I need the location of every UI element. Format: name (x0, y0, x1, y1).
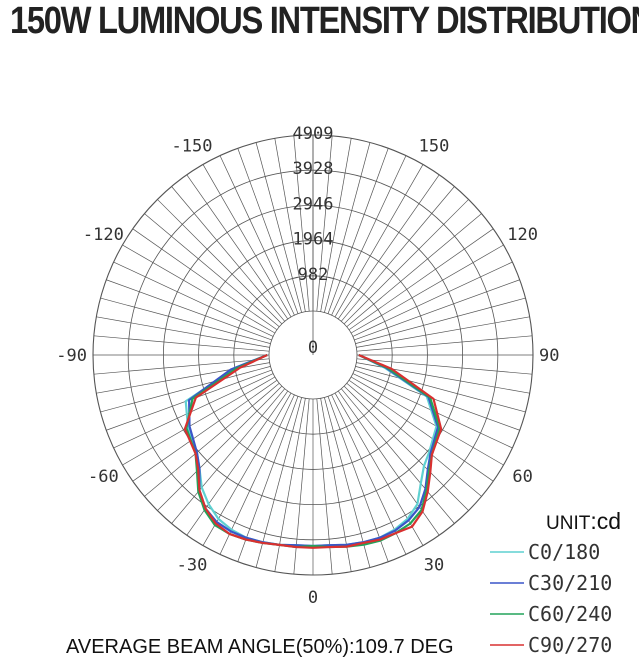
grid-spoke (355, 366, 526, 413)
labels-layer: 0 982 1964 2946 3928 4909 0 30 -30 60 -60 90 -90 120 -… (56, 124, 559, 608)
grid-spoke (337, 174, 440, 320)
unit-label: UNIT:cd (546, 508, 621, 535)
angle-label: 90 (539, 346, 559, 366)
grid-spoke (356, 358, 533, 375)
grid-spoke (356, 335, 533, 352)
grid-spoke (106, 279, 272, 341)
grid-spoke (354, 279, 520, 341)
grid-spoke (237, 396, 299, 562)
grid-spoke (255, 397, 302, 568)
unit-text: UNIT (546, 513, 591, 534)
radial-tick-label: 4909 (293, 124, 334, 144)
angle-label: -150 (172, 136, 213, 156)
grid-spoke (346, 213, 482, 327)
grid-spoke (93, 335, 270, 352)
angle-label: 120 (507, 225, 538, 245)
grid-spoke (132, 379, 278, 482)
grid-spoke (122, 376, 276, 466)
grid-spoke (331, 155, 407, 316)
grid-spoke (100, 297, 271, 344)
grid-spoke (171, 186, 285, 322)
grid-spoke (334, 164, 424, 318)
polar-grid (92, 134, 534, 576)
grid-spoke (96, 316, 270, 348)
grid-spoke (219, 155, 295, 316)
grid-spoke (274, 398, 306, 572)
grid-spoke (355, 297, 526, 344)
radial-tick-label: 0 (308, 338, 318, 358)
angle-label: -30 (177, 556, 208, 576)
curve-C90-270 (183, 353, 443, 549)
grid-spoke (93, 358, 270, 375)
grid-spoke (157, 199, 283, 325)
grid-spoke (341, 186, 455, 322)
grid-spoke (219, 394, 295, 555)
curves-layer (183, 353, 443, 549)
grid-spoke (324, 397, 371, 568)
grid-spoke (341, 388, 455, 524)
grid-spoke (113, 261, 274, 337)
grid-spoke (343, 385, 469, 511)
grid-spoke (354, 369, 520, 431)
radial-tick-label: 982 (298, 265, 329, 285)
curve-C0-180 (184, 353, 438, 548)
legend-label: C0/180 (528, 540, 600, 564)
grid-spoke (320, 398, 352, 572)
angle-label: -120 (83, 225, 124, 245)
chart-title: 150W LUMINOUS INTENSITY DISTRIBUTION (10, 0, 639, 42)
grid-spoke (346, 383, 482, 497)
angle-label: 30 (424, 556, 444, 576)
grid-spoke (350, 244, 504, 334)
angle-label: 60 (512, 467, 532, 487)
grid-spoke (348, 228, 494, 331)
grid-spoke (320, 138, 352, 312)
grid-spoke (356, 316, 530, 348)
radial-tick-label: 3928 (293, 159, 334, 179)
grid-spoke (186, 174, 289, 320)
grid-spoke (316, 135, 333, 312)
angle-label: 150 (419, 136, 450, 156)
legend: C0/180 C30/210 C60/240 C90/270 (490, 540, 612, 657)
grid-spoke (202, 392, 292, 546)
grid-spoke (144, 383, 280, 497)
grid-spoke (132, 228, 278, 331)
grid-spoke (186, 390, 289, 536)
grid-spoke (331, 394, 407, 555)
grid-spoke (350, 376, 504, 466)
grid-spoke (293, 135, 310, 312)
grid-spoke (144, 213, 280, 327)
angle-label: 0 (308, 588, 318, 608)
grid-spoke (113, 373, 274, 449)
unit-value: :cd (590, 508, 622, 534)
radial-tick-label: 1964 (293, 230, 334, 250)
legend-label: C90/270 (528, 633, 612, 657)
grid-spoke (348, 379, 494, 482)
grid-spoke (202, 164, 292, 318)
grid-spoke (352, 261, 513, 337)
grid-spoke (274, 138, 306, 312)
angle-label: -90 (56, 346, 87, 366)
grid-spoke (100, 366, 271, 413)
grid-spoke (171, 388, 285, 524)
grid-spoke (327, 396, 389, 562)
angle-label: -60 (88, 467, 119, 487)
grid-spoke (324, 142, 371, 313)
grid-spoke (122, 244, 276, 334)
grid-spoke (327, 148, 389, 314)
radial-tick-label: 2946 (293, 194, 334, 214)
grid-spoke (237, 148, 299, 314)
grid-spoke (343, 199, 469, 325)
beam-angle-note: AVERAGE BEAM ANGLE(50%):109.7 DEG (66, 636, 454, 658)
legend-label: C60/240 (528, 602, 612, 626)
legend-label: C30/210 (528, 571, 612, 595)
grid-spoke (255, 142, 302, 313)
grid-spoke (157, 385, 283, 511)
